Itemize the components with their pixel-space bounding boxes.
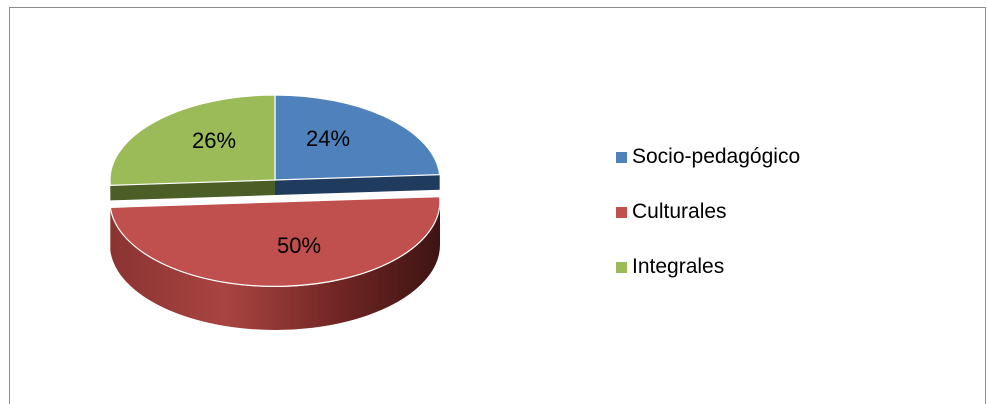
legend-item-culturales[interactable]: Culturales (616, 200, 727, 224)
pie-slice-cut-socio-pedagogico (275, 174, 440, 196)
pie-slice-cut-integrales (110, 180, 275, 201)
chart-border-left (9, 7, 10, 404)
chart-border-right (985, 7, 986, 404)
legend-item-integrales[interactable]: Integrales (616, 255, 724, 279)
legend-swatch (616, 261, 627, 273)
legend-label: Integrales (632, 255, 725, 278)
legend-swatch (616, 206, 627, 218)
legend-swatch (616, 151, 627, 163)
pie-slice-culturales[interactable] (109, 196, 441, 287)
data-label-integrales: 26% (192, 128, 236, 153)
data-label-culturales: 50% (277, 233, 321, 258)
pie-slice-integrales[interactable] (109, 94, 276, 186)
legend-item-socio-pedagogico[interactable]: Socio-pedagógico (616, 145, 800, 169)
pie-slice-socio-pedagogico[interactable] (274, 94, 441, 181)
pie-slice-side-culturales (110, 202, 440, 330)
legend-label: Socio-pedagógico (632, 145, 801, 168)
data-label-socio-pedagogico: 24% (306, 126, 350, 151)
chart-border-top (9, 7, 986, 8)
legend-label: Culturales (632, 200, 727, 223)
